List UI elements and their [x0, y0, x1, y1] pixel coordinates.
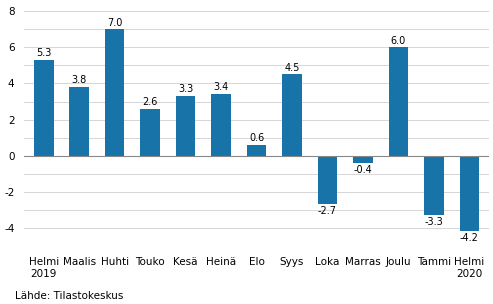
Text: 3.3: 3.3	[178, 84, 193, 94]
Bar	[424, 156, 444, 215]
Bar	[34, 60, 54, 156]
Text: 7.0: 7.0	[107, 18, 122, 28]
Text: 3.4: 3.4	[213, 82, 229, 92]
Text: 4.5: 4.5	[284, 63, 300, 73]
Bar	[211, 94, 231, 156]
Text: -3.3: -3.3	[424, 217, 443, 227]
Text: -0.4: -0.4	[353, 164, 372, 174]
Text: 6.0: 6.0	[391, 36, 406, 46]
Text: Lähde: Tilastokeskus: Lähde: Tilastokeskus	[15, 291, 123, 301]
Bar	[282, 74, 302, 156]
Text: 2.6: 2.6	[142, 97, 158, 107]
Bar	[176, 96, 195, 156]
Bar	[70, 87, 89, 156]
Text: 5.3: 5.3	[36, 48, 51, 58]
Text: -2.7: -2.7	[318, 206, 337, 216]
Bar	[388, 47, 408, 156]
Text: 3.8: 3.8	[71, 75, 87, 85]
Bar	[353, 156, 373, 163]
Bar	[459, 156, 479, 231]
Text: -4.2: -4.2	[460, 233, 479, 243]
Bar	[141, 109, 160, 156]
Text: 0.6: 0.6	[249, 133, 264, 143]
Bar	[105, 29, 124, 156]
Bar	[317, 156, 337, 204]
Bar	[247, 145, 266, 156]
